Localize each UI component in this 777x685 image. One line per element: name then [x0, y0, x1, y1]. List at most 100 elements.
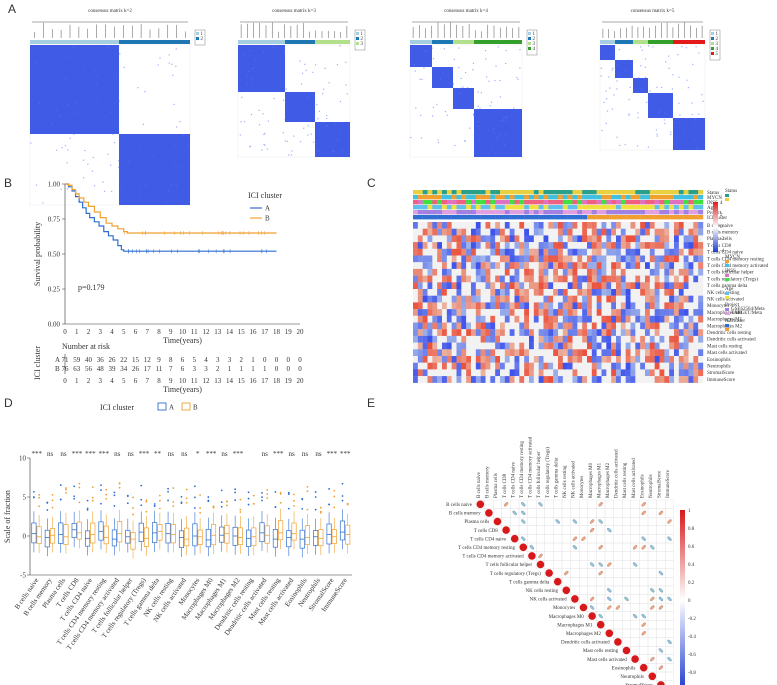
heatmap-cell	[620, 242, 626, 249]
annotation-cell	[437, 195, 443, 200]
annotation-cell	[562, 200, 568, 205]
annotation-cell	[461, 205, 467, 210]
heatmap-cell	[640, 349, 646, 357]
legend-swatch-4	[711, 47, 714, 50]
corr-cell	[604, 508, 614, 518]
heatmap-cell	[649, 376, 655, 383]
heatmap-cell	[427, 242, 433, 249]
heatmap-cell	[485, 376, 491, 383]
heatmap-cell	[596, 335, 602, 343]
heatmap-cell	[558, 342, 564, 350]
heatmap-cell	[427, 309, 433, 316]
heatmap-cell	[504, 302, 510, 310]
heatmap-cell	[480, 342, 486, 350]
annotation-cell	[664, 215, 670, 220]
heatmap-cell	[606, 362, 612, 370]
heatmap-cell	[485, 275, 491, 283]
matrix-cell	[175, 65, 177, 67]
heatmap-cell	[698, 309, 704, 316]
annotation-cell	[616, 210, 622, 215]
matrix-cell	[319, 150, 321, 152]
heatmap-cell	[538, 235, 544, 243]
heatmap-cell	[437, 302, 443, 310]
heatmap-cell	[461, 335, 467, 343]
heatmap-cell	[461, 222, 467, 229]
heatmap-cell	[500, 376, 506, 383]
heatmap-cell	[572, 369, 578, 377]
annotation-cell	[543, 205, 549, 210]
heatmap-cell	[422, 275, 428, 283]
heatmap-cell	[688, 302, 694, 310]
heatmap-cell	[625, 275, 631, 283]
annotation-cell	[471, 200, 477, 205]
matrix-cell	[506, 115, 508, 118]
corr-ellipse	[589, 596, 595, 602]
annotation-cell	[495, 215, 501, 220]
heatmap-cell	[543, 309, 549, 316]
heatmap-cell	[572, 309, 578, 316]
legend-label-1: 1	[201, 32, 204, 37]
heatmap-cell	[640, 315, 646, 323]
heatmap-cell	[500, 275, 506, 283]
significance-label: **	[154, 450, 162, 458]
heatmap-cell	[591, 235, 597, 243]
heatmap-cell	[422, 268, 428, 276]
heatmap-cell	[533, 289, 539, 296]
risk-count: 0	[298, 365, 302, 373]
heatmap-cell	[649, 369, 655, 377]
heatmap-cell	[417, 349, 423, 357]
legend-label-2: 2	[533, 37, 536, 42]
annotation-cell	[558, 190, 564, 195]
heatmap-cell	[591, 335, 597, 343]
heatmap-cell	[635, 295, 641, 303]
x-tick-label: 8	[157, 328, 161, 336]
matrix-cell	[637, 117, 639, 119]
x-tick-label: 19	[285, 328, 293, 336]
heatmap-cell	[500, 242, 506, 249]
matrix-cell	[484, 50, 487, 52]
matrix-cell	[87, 163, 89, 165]
annotation-cell	[678, 190, 684, 195]
heatmap-cell	[432, 362, 438, 370]
heatmap-cell	[698, 329, 704, 336]
matrix-cell	[322, 93, 324, 95]
matrix-cell	[504, 116, 507, 119]
heatmap-cell	[659, 255, 665, 263]
heatmap-cell	[529, 335, 535, 343]
heatmap-cell	[543, 242, 549, 249]
heatmap-cell	[645, 262, 651, 269]
risk-count: 26	[109, 356, 117, 364]
heatmap-cell	[548, 222, 554, 229]
annotation-cell	[698, 195, 704, 200]
annotation-cell	[620, 195, 626, 200]
matrix-cell	[263, 133, 265, 136]
heatmap-cell	[442, 302, 448, 310]
legend-swatch	[725, 264, 729, 267]
significance-label: ***	[31, 450, 42, 458]
matrix-cell	[600, 67, 602, 69]
heatmap-cell	[601, 289, 607, 296]
heatmap-cell	[620, 356, 626, 363]
annotation-cell	[509, 200, 515, 205]
heatmap-cell	[620, 329, 626, 336]
corr-cell	[622, 525, 631, 535]
y-tick-label: 0.50	[48, 251, 61, 259]
corr-ellipse	[667, 596, 672, 602]
heatmap-cell	[485, 295, 491, 303]
annotation-cell	[509, 210, 515, 215]
heatmap-cell	[427, 235, 433, 243]
outlier	[306, 490, 309, 493]
heatmap-cell	[678, 342, 684, 350]
corr-cell	[596, 594, 606, 604]
matrix-cell	[505, 62, 507, 65]
heatmap-cell	[620, 222, 626, 229]
heatmap-cell	[413, 268, 419, 276]
heatmap-cell	[466, 376, 472, 383]
matrix-cell	[112, 133, 114, 135]
heatmap-cell	[678, 335, 684, 343]
matrix-cell	[665, 61, 667, 63]
matrix-cell	[307, 134, 309, 136]
heatmap-cell	[664, 329, 670, 336]
heatmap-cell	[509, 315, 515, 323]
